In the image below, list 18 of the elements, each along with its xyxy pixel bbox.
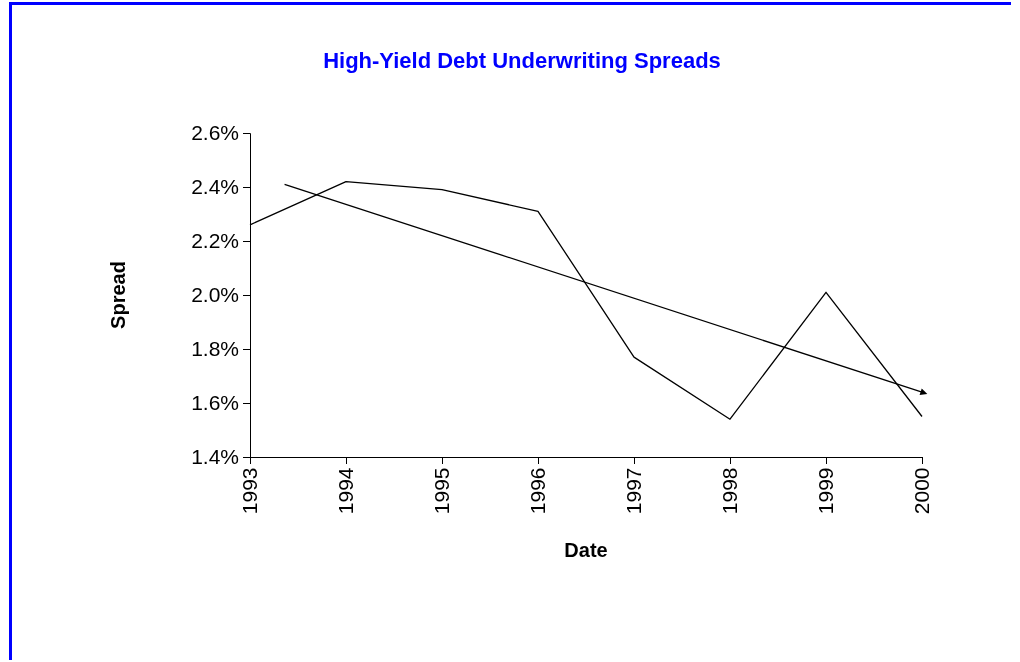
x-tick-label: 1998	[717, 467, 741, 515]
y-tick-label: 2.2%	[191, 229, 239, 253]
x-axis-title: Date	[564, 539, 608, 561]
y-tick-label: 1.8%	[191, 337, 239, 361]
x-tick-label: 1999	[813, 467, 837, 515]
y-tick-label: 2.0%	[191, 283, 239, 307]
x-tick-label: 1994	[333, 467, 357, 515]
y-tick-label: 2.6%	[191, 121, 239, 145]
x-tick-label: 2000	[909, 467, 933, 515]
y-tick-label: 1.4%	[191, 445, 239, 469]
y-tick-label: 2.4%	[191, 175, 239, 199]
chart-title: High-Yield Debt Underwriting Spreads	[323, 48, 721, 73]
x-tick-label: 1995	[429, 467, 453, 515]
y-axis-title: Spread	[107, 261, 129, 329]
x-tick-label: 1997	[621, 467, 645, 515]
x-tick-label: 1993	[237, 467, 261, 515]
x-tick-label: 1996	[525, 467, 549, 515]
y-tick-label: 1.6%	[191, 391, 239, 415]
